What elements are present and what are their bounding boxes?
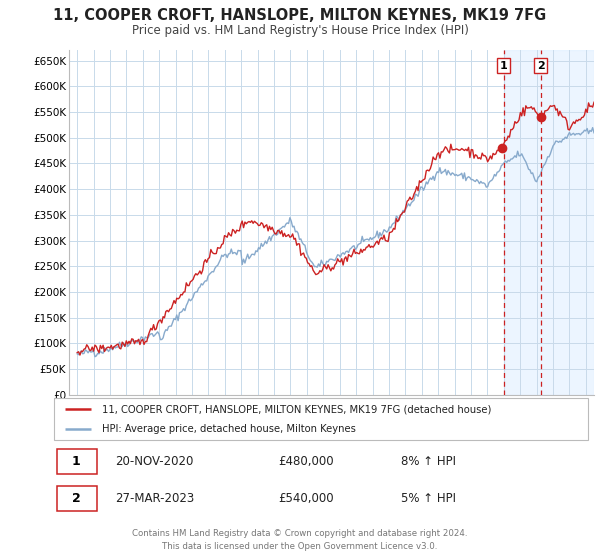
Text: £480,000: £480,000 xyxy=(278,455,334,468)
Text: 2: 2 xyxy=(537,60,545,71)
Text: 11, COOPER CROFT, HANSLOPE, MILTON KEYNES, MK19 7FG: 11, COOPER CROFT, HANSLOPE, MILTON KEYNE… xyxy=(53,8,547,24)
Text: 27-MAR-2023: 27-MAR-2023 xyxy=(115,492,194,505)
FancyBboxPatch shape xyxy=(56,449,97,474)
Text: 2: 2 xyxy=(72,492,81,505)
Text: 5% ↑ HPI: 5% ↑ HPI xyxy=(401,492,456,505)
Bar xyxy=(504,50,594,395)
Text: 11, COOPER CROFT, HANSLOPE, MILTON KEYNES, MK19 7FG (detached house): 11, COOPER CROFT, HANSLOPE, MILTON KEYNE… xyxy=(102,404,491,414)
Text: 8% ↑ HPI: 8% ↑ HPI xyxy=(401,455,456,468)
Text: £540,000: £540,000 xyxy=(278,492,334,505)
Text: This data is licensed under the Open Government Licence v3.0.: This data is licensed under the Open Gov… xyxy=(163,542,437,551)
Text: 1: 1 xyxy=(72,455,81,468)
Text: Price paid vs. HM Land Registry's House Price Index (HPI): Price paid vs. HM Land Registry's House … xyxy=(131,24,469,36)
FancyBboxPatch shape xyxy=(56,486,97,511)
Text: 1: 1 xyxy=(500,60,508,71)
FancyBboxPatch shape xyxy=(54,398,588,440)
Text: Contains HM Land Registry data © Crown copyright and database right 2024.: Contains HM Land Registry data © Crown c… xyxy=(132,529,468,538)
Text: 20-NOV-2020: 20-NOV-2020 xyxy=(115,455,194,468)
Text: HPI: Average price, detached house, Milton Keynes: HPI: Average price, detached house, Milt… xyxy=(102,424,356,434)
